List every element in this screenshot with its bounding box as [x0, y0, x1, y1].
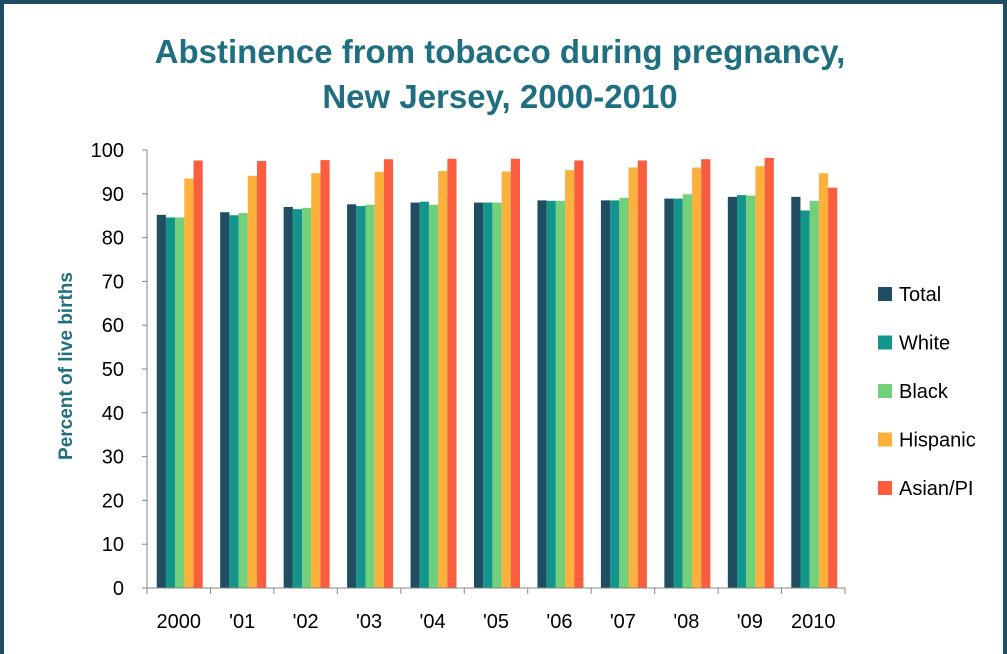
y-tick-label: 70	[102, 271, 124, 293]
bar-total-1	[220, 212, 230, 588]
x-tick-label: '05	[483, 611, 509, 633]
bar-black-10	[809, 200, 819, 588]
x-tick-label: '06	[546, 611, 572, 633]
x-tick-label: '09	[737, 611, 763, 633]
bar-hispanic-9	[755, 166, 765, 588]
bar-total-5	[474, 202, 484, 588]
y-tick-label: 30	[102, 447, 124, 469]
bar-white-4	[419, 201, 429, 588]
bar-hispanic-3	[374, 171, 384, 588]
bar-asian-pi-8	[701, 159, 711, 588]
bar-hispanic-8	[691, 167, 702, 588]
bar-asian-pi-7	[637, 160, 647, 588]
x-tick-label: '04	[420, 611, 446, 633]
bar-asian-pi-6	[574, 160, 584, 588]
x-tick-label: '03	[356, 611, 382, 633]
bar-white-10	[800, 210, 810, 588]
chart-title-line-2: New Jersey, 2000-2010	[322, 78, 677, 115]
bar-total-6	[537, 200, 547, 588]
legend-label: Asian/PI	[899, 478, 973, 500]
bar-asian-pi-9	[764, 157, 774, 588]
y-axis-label: Percent of live births	[56, 272, 77, 460]
bar-black-4	[428, 204, 439, 588]
legend-label: Hispanic	[899, 430, 976, 452]
x-tick-label: '01	[229, 611, 255, 633]
bar-total-7	[600, 200, 611, 588]
y-tick-label: 10	[102, 534, 124, 556]
bar-black-0	[175, 217, 185, 588]
bar-asian-pi-3	[383, 159, 394, 588]
bar-hispanic-2	[311, 173, 321, 588]
bar-asian-pi-10	[828, 187, 838, 589]
bar-asian-pi-4	[447, 158, 457, 588]
bar-total-2	[283, 206, 293, 588]
bar-hispanic-5	[501, 171, 511, 588]
bar-hispanic-7	[628, 167, 638, 588]
bar-asian-pi-1	[256, 160, 267, 588]
bar-total-10	[791, 196, 801, 588]
bar-white-5	[483, 202, 493, 588]
bar-hispanic-6	[565, 170, 575, 588]
legend-swatch	[878, 432, 892, 447]
bar-black-3	[365, 204, 375, 588]
bar-black-8	[682, 194, 692, 589]
y-tick-label: 0	[113, 578, 124, 600]
bar-white-0	[165, 217, 176, 588]
bar-white-8	[673, 198, 683, 588]
bar-black-5	[492, 202, 502, 588]
legend-swatch	[878, 335, 892, 350]
bar-white-1	[229, 215, 239, 588]
bar-hispanic-4	[438, 171, 448, 588]
y-tick-label: 90	[102, 184, 124, 206]
x-tick-label: 2010	[791, 611, 836, 633]
y-tick-label: 50	[102, 359, 124, 381]
legend-label: Black	[899, 381, 949, 403]
bar-total-4	[410, 202, 420, 588]
bar-black-1	[238, 213, 248, 588]
legend-label: Total	[899, 284, 941, 306]
x-tick-label: '02	[293, 611, 319, 633]
bar-total-8	[664, 198, 674, 588]
y-tick-label: 80	[102, 228, 124, 250]
bar-white-6	[546, 200, 556, 588]
bar-total-3	[347, 204, 357, 588]
legend-swatch	[878, 287, 892, 301]
x-tick-label: '08	[673, 611, 699, 633]
y-tick-label: 40	[102, 403, 124, 425]
chart-title-line-1: Abstinence from tobacco during pregnancy…	[155, 33, 846, 70]
bar-white-2	[292, 209, 303, 588]
bar-hispanic-10	[818, 173, 829, 588]
bar-black-2	[302, 207, 312, 588]
bar-black-6	[555, 200, 566, 588]
legend-swatch	[878, 481, 892, 495]
bar-white-9	[737, 195, 747, 589]
legend-swatch	[878, 384, 892, 398]
y-tick-label: 100	[91, 140, 124, 162]
bar-asian-pi-0	[193, 160, 203, 588]
bar-hispanic-0	[184, 178, 194, 588]
bar-total-9	[727, 196, 738, 588]
bar-black-7	[619, 197, 629, 589]
bar-white-3	[356, 206, 366, 588]
x-tick-label: 2000	[156, 611, 201, 633]
x-tick-label: '07	[610, 611, 636, 633]
bar-total-0	[156, 214, 166, 588]
bar-black-9	[746, 195, 756, 589]
bar-white-7	[610, 200, 620, 588]
y-tick-label: 20	[102, 490, 124, 512]
y-tick-label: 60	[102, 315, 124, 337]
bar-hispanic-1	[247, 175, 257, 588]
bar-asian-pi-5	[510, 158, 520, 588]
legend-label: White	[899, 333, 950, 355]
bar-asian-pi-2	[320, 160, 330, 588]
